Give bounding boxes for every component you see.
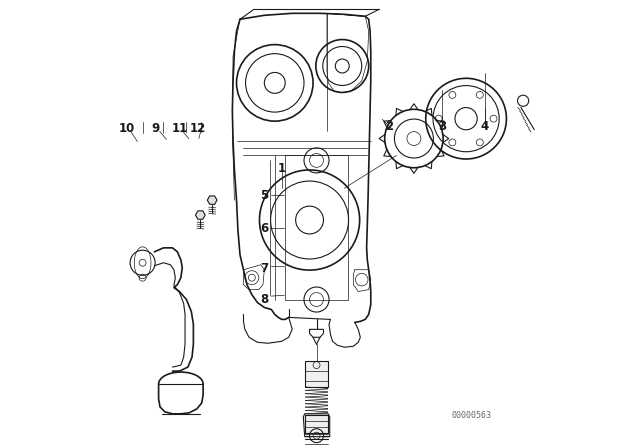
Text: 3: 3	[438, 120, 447, 133]
Text: 4: 4	[481, 120, 489, 133]
Text: 2: 2	[385, 120, 393, 133]
Polygon shape	[305, 415, 328, 433]
Text: 7: 7	[260, 262, 268, 275]
Text: 9: 9	[151, 122, 159, 135]
Text: 5: 5	[260, 189, 268, 202]
Text: 1: 1	[278, 162, 286, 175]
Text: 11: 11	[172, 122, 188, 135]
Text: 12: 12	[189, 122, 205, 135]
Polygon shape	[305, 361, 328, 387]
Polygon shape	[207, 196, 217, 204]
Text: 10: 10	[118, 122, 134, 135]
Text: 8: 8	[260, 293, 268, 306]
Polygon shape	[303, 414, 330, 437]
Text: 6: 6	[260, 222, 268, 235]
Text: 00000563: 00000563	[451, 411, 492, 420]
Polygon shape	[195, 211, 205, 219]
